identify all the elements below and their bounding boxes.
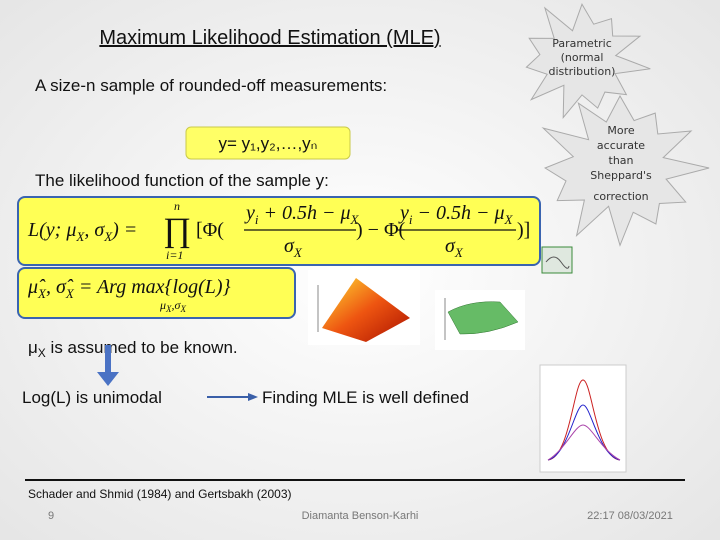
svg-text:yi + 0.5h − μX: yi + 0.5h − μX: [244, 202, 360, 227]
likelihood-intro: The likelihood function of the sample y:: [35, 171, 329, 190]
starburst: [525, 3, 651, 120]
formula-part: ,σ: [172, 298, 182, 312]
formula-sub: X: [103, 229, 113, 244]
starburst: [541, 94, 710, 247]
callout-line: than: [609, 154, 634, 167]
formula-sub: X: [37, 286, 47, 301]
svg-text:μX,σX: μX,σX: [159, 298, 186, 314]
product-lower: i=1: [166, 248, 183, 262]
callout-accuracy: More accurate than Sheppard's correction: [590, 124, 652, 203]
callout-line: correction: [593, 190, 648, 203]
formula-part: σ: [284, 235, 295, 257]
formula-sub: X: [293, 245, 303, 260]
formula-part: σ: [445, 235, 456, 257]
formula-sub: X: [165, 304, 172, 314]
surface-plot: [308, 270, 420, 345]
text-sub: X: [38, 346, 46, 360]
unimodal: Log(L) is unimodal: [22, 388, 162, 407]
callout-line: Sheppard's: [590, 169, 652, 182]
formula-sub: X: [454, 245, 464, 260]
svg-text:μ̂X, σ̂X = Arg max{log(L)}: μ̂X, σ̂X = Arg max{log(L)}: [27, 276, 231, 301]
formula-part: μ: [159, 298, 166, 312]
arrow-head: [97, 372, 119, 386]
formula-sub: X: [65, 286, 75, 301]
curve: [547, 424, 621, 461]
svg-text:σX: σX: [284, 235, 303, 260]
callout-line: Parametric: [552, 37, 612, 50]
formula-part: − 0.5h − μ: [413, 202, 505, 224]
surface-plot: [435, 290, 525, 350]
surface: [447, 301, 519, 335]
text-part: μ: [28, 338, 38, 357]
curve: [547, 379, 621, 461]
title: Maximum Likelihood Estimation (MLE): [99, 27, 440, 49]
callout-line: (normal: [561, 51, 604, 64]
callout-parametric: Parametric (normal distribution): [549, 37, 616, 78]
formula-part: L(y; μ: [27, 219, 76, 241]
formula-sub: X: [504, 212, 514, 227]
formula-part: = Arg max{log(L)}: [74, 276, 231, 298]
text-part: is assumed to be known.: [46, 338, 238, 357]
sample: y= y₁,y₂,…,yₙ: [219, 134, 318, 153]
author: Diamanta Benson-Karhi: [302, 510, 419, 522]
callout-line: distribution): [549, 65, 616, 78]
formula-part: )]: [517, 219, 530, 241]
formula-part: y: [398, 202, 409, 224]
formula-part: ) =: [111, 219, 137, 241]
callout-line: accurate: [597, 139, 645, 152]
assumption: μX is assumed to be known.: [28, 338, 238, 360]
formula-sub: i: [409, 212, 413, 227]
product: ∏: [163, 212, 191, 249]
date: 22:17 08/03/2021: [587, 510, 673, 522]
page-number: 9: [48, 510, 54, 522]
formula-sub: i: [255, 212, 259, 227]
formula-part: y: [244, 202, 255, 224]
svg-text:L(y; μX, σX) =: L(y; μX, σX) =: [27, 219, 137, 244]
formula-box: [17, 267, 296, 319]
arrow-head: [248, 393, 258, 401]
formula-part: [Φ(: [196, 219, 224, 241]
density-plot: [539, 364, 627, 473]
product-upper: n: [174, 199, 180, 213]
conclusion: Finding MLE is well defined: [262, 388, 469, 407]
formula-part: + 0.5h − μ: [259, 202, 351, 224]
formula-sub: X: [179, 304, 186, 314]
callout-line: More: [607, 124, 635, 137]
formula-part: , σ: [84, 219, 105, 241]
icon: [541, 246, 573, 274]
subtitle: A size-n sample of rounded-off measureme…: [35, 76, 387, 95]
svg-text:yi − 0.5h − μX: yi − 0.5h − μX: [398, 202, 514, 227]
formula-part: ) − Φ(: [356, 219, 406, 241]
icon-curve: [545, 256, 570, 269]
likelihood-formula: L(y; μX, σX) = ∏ n i=1 [Φ( yi + 0.5h − μ…: [27, 199, 530, 262]
svg-text:σX: σX: [445, 235, 464, 260]
surface: [322, 278, 410, 342]
formula-box: [17, 196, 541, 266]
reference: Schader and Shmid (1984) and Gertsbakh (…: [28, 487, 292, 501]
sample-box: [185, 126, 351, 160]
formula-sub: X: [350, 212, 360, 227]
formula-sub: X: [75, 229, 85, 244]
